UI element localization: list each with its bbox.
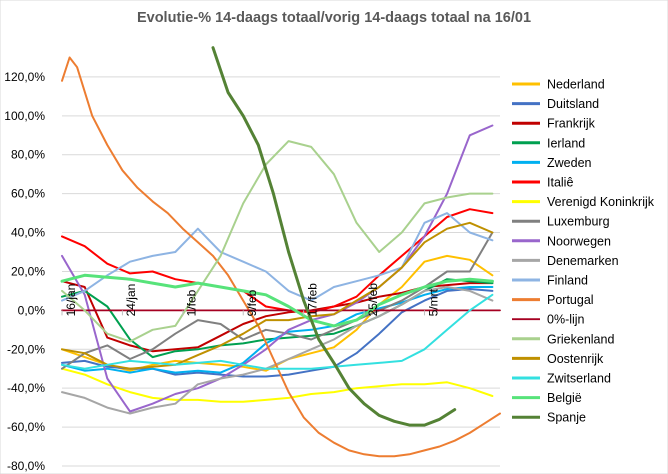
series-line-11 (61, 212, 494, 302)
legend-label: 0%-lijn (547, 313, 585, 327)
y-tick-label: -60,0% (7, 420, 45, 434)
series-line-18 (211, 46, 457, 427)
legend-label: Griekenland (547, 332, 614, 346)
series-line-10 (61, 286, 494, 415)
y-tick-label: 120,0% (4, 70, 45, 84)
legend-label: Denemarken (547, 254, 619, 268)
x-tick-label: 1/feb (185, 289, 199, 316)
legend-label: Spanje (547, 411, 586, 425)
x-tick-label: 5/mrt (426, 288, 440, 316)
legend-label: België (547, 391, 582, 405)
series-line-7 (61, 367, 494, 403)
legend: Nederland Duitsland Frankrijk Ierland Zweden… (512, 78, 655, 425)
legend-label: Italiê (547, 176, 573, 190)
series-line-15 (61, 221, 494, 370)
x-tick-label: 17/feb (305, 283, 319, 317)
legend-label: Portugal (547, 293, 594, 307)
y-tick-label: 60,0% (11, 187, 45, 201)
series-layer (60, 46, 501, 458)
legend-label: Luxemburg (547, 215, 610, 229)
legend-label: Duitsland (547, 97, 599, 111)
x-tick-label: 24/jan (124, 284, 138, 317)
y-tick-label: -20,0% (7, 342, 45, 356)
legend-label: Frankrijk (547, 117, 596, 131)
legend-label: Ierland (547, 136, 585, 150)
series-line-14 (61, 140, 494, 343)
series-line-5 (61, 286, 494, 374)
y-tick-label: 100,0% (4, 109, 45, 123)
legend-label: Finland (547, 274, 588, 288)
chart-title: Evolutie-% 14-daags totaal/vorig 14-daag… (137, 10, 531, 26)
legend-label: Zweden (547, 156, 592, 170)
legend-label: Noorwegen (547, 234, 611, 248)
x-tick-label: 16/jan (64, 284, 78, 317)
y-axis: -80,0% -60,0% -40,0% -20,0% 0,0% 20,0% 40,0% 60… (4, 70, 45, 473)
series-line-12 (61, 56, 501, 458)
y-tick-label: 0,0% (18, 303, 46, 317)
x-tick-label: 9/feb (245, 289, 259, 316)
y-tick-label: -40,0% (7, 381, 45, 395)
series-line-16 (61, 293, 494, 370)
legend-label: Zwitserland (547, 372, 611, 386)
x-axis: 16/jan 24/jan 1/feb 9/feb 17/feb 25/feb 5/mrt (61, 283, 440, 317)
series-line-9 (61, 124, 494, 413)
grid-layer (62, 76, 500, 467)
x-tick-label: 25/feb (366, 283, 380, 317)
legend-label: Oostenrijk (547, 352, 604, 366)
series-line-17 (60, 273, 494, 328)
legend-label: Verenigd Koninkrijk (547, 195, 655, 209)
series-line-6 (61, 208, 494, 314)
y-tick-label: -80,0% (7, 459, 45, 473)
y-tick-label: 80,0% (11, 148, 45, 162)
y-tick-label: 40,0% (11, 226, 45, 240)
y-tick-label: 20,0% (11, 264, 45, 278)
legend-label: Nederland (547, 78, 605, 92)
